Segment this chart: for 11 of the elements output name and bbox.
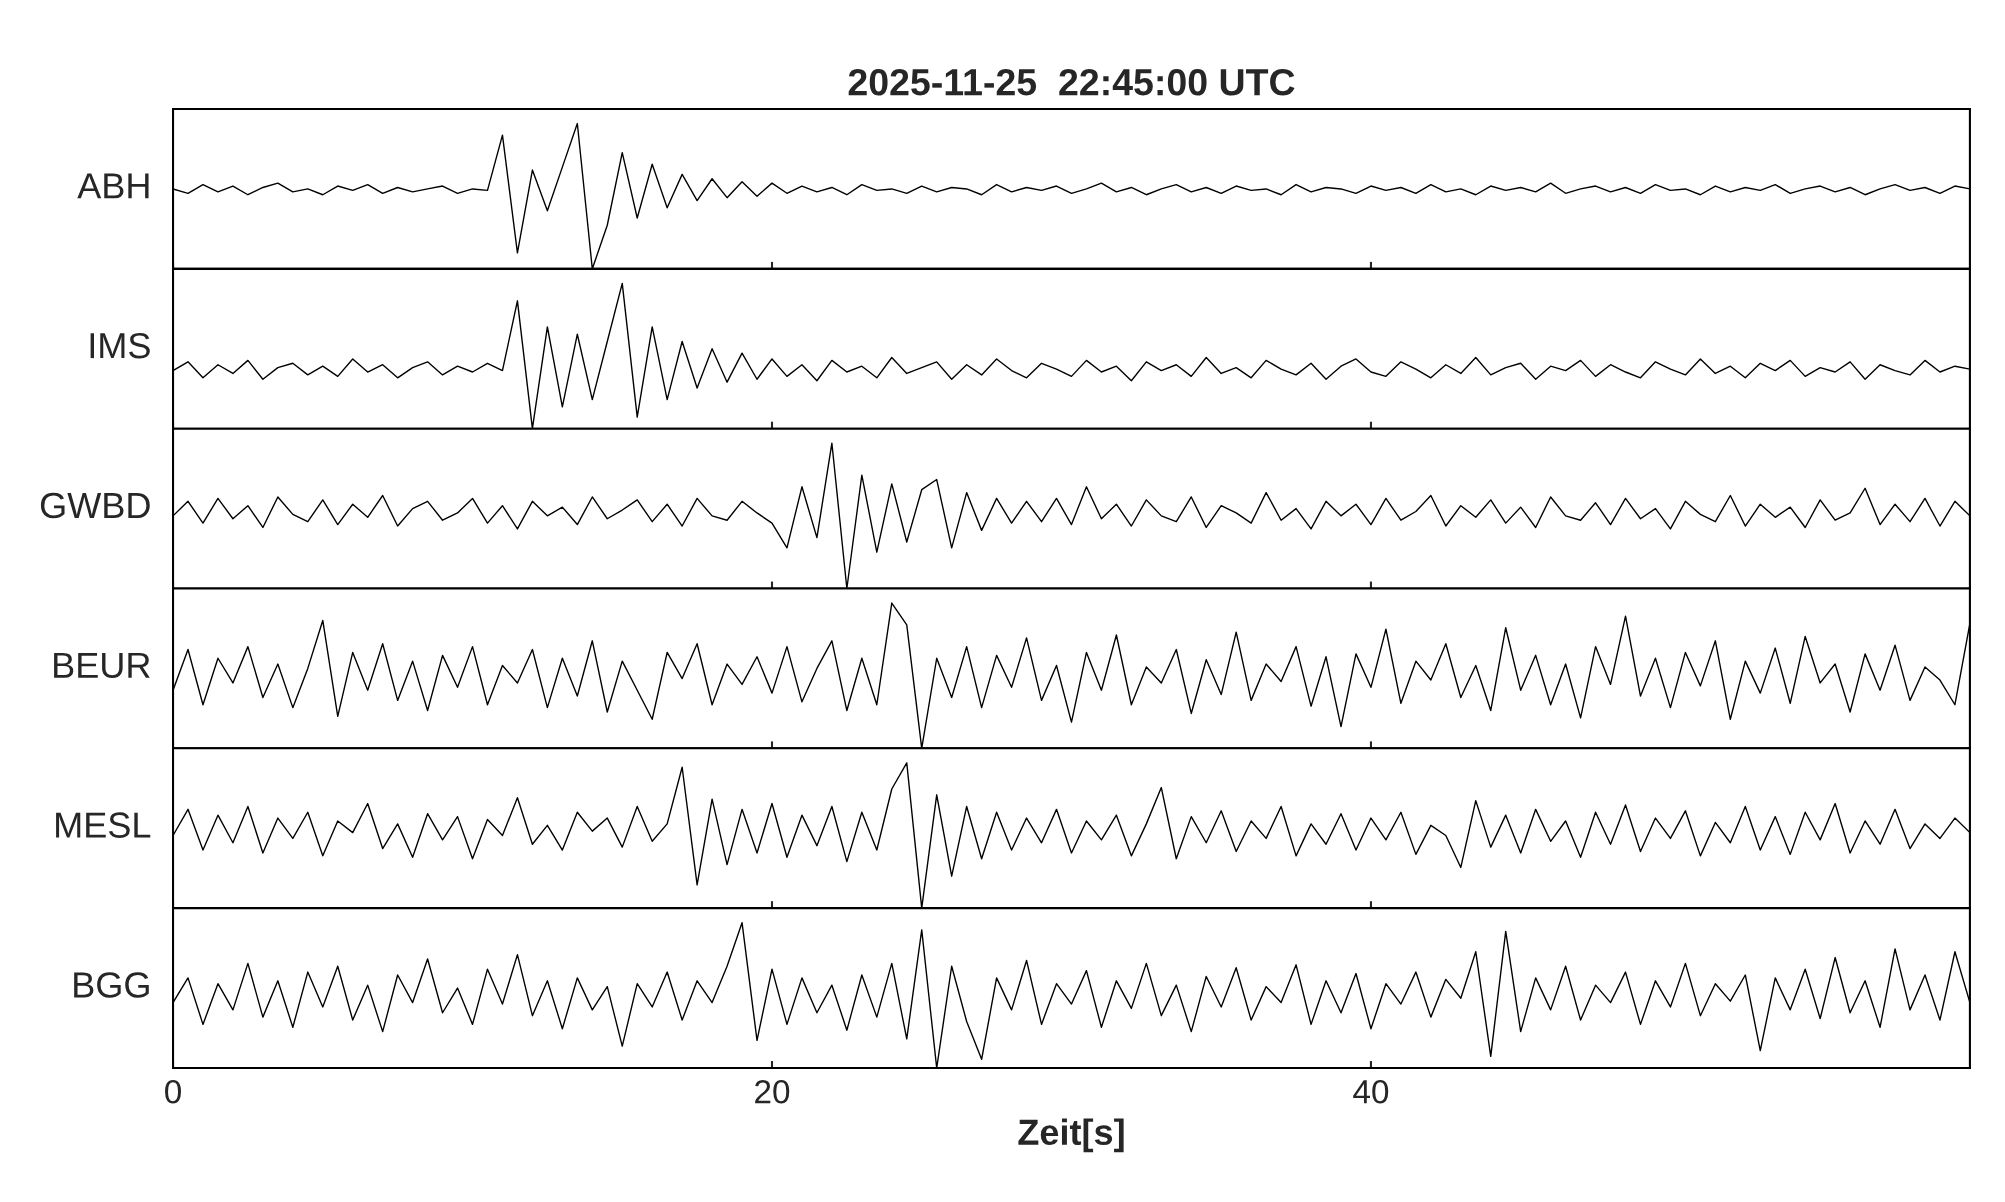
y-axis-title: GWBD	[40, 492, 150, 519]
x-axis-title: Zeit[s]	[1018, 1118, 1124, 1153]
y-axis-title: IMS	[90, 332, 150, 359]
x-tick-label: 20	[755, 1079, 790, 1104]
chart-title: 2025-11-25 22:45:00 UTC	[848, 68, 1295, 96]
x-tick-label: 0	[165, 1079, 181, 1104]
y-axis-title: MESL	[56, 812, 151, 838]
y-axis-title: BGG	[74, 972, 149, 998]
y-axis-title: BEUR	[54, 652, 150, 679]
x-tick-label: 40	[1353, 1079, 1389, 1104]
y-axis-title: ABH	[77, 173, 149, 199]
